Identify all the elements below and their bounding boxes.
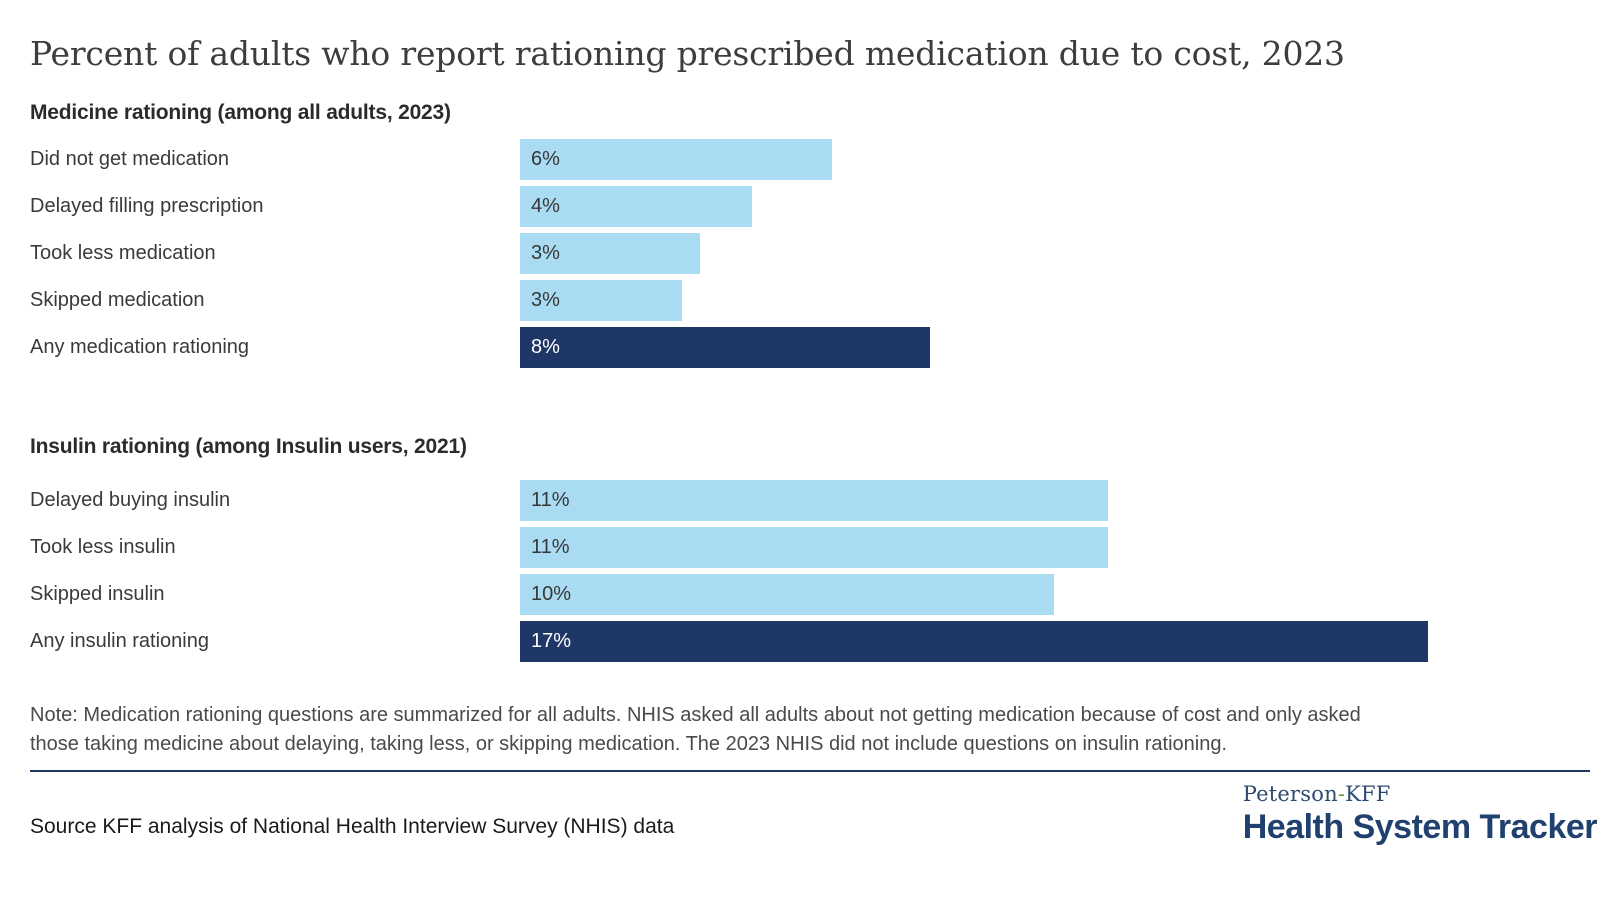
category-label: Took less insulin — [30, 536, 176, 558]
brand-logo: Peterson-KFF Health System Tracker — [1242, 782, 1598, 847]
bar-value-label: 3% — [531, 289, 560, 311]
chart-row: Delayed filling prescription 4% — [30, 186, 930, 227]
bar-light: 11% — [520, 527, 1108, 568]
note-line-2: those taking medicine about delaying, ta… — [30, 733, 1228, 755]
bar-light: 11% — [520, 480, 1108, 521]
category-label: Did not get medication — [30, 148, 230, 170]
chart-row: Took less insulin 11% — [30, 527, 1428, 568]
category-label: Skipped medication — [30, 289, 205, 311]
bar-value-label: 6% — [531, 148, 560, 170]
bar-dark: 8% — [520, 327, 930, 368]
bar-dark: 17% — [520, 621, 1428, 662]
chart-row: Skipped medication 3% — [30, 280, 930, 321]
bar-value-label: 17% — [531, 630, 572, 652]
chart-row: Skipped insulin 10% — [30, 574, 1428, 615]
logo-hyphen: - — [1337, 782, 1346, 806]
chart-row: Delayed buying insulin 11% — [30, 480, 1428, 521]
category-label: Took less medication — [30, 242, 216, 264]
source-text: Source KFF analysis of National Health I… — [30, 815, 675, 838]
chart-row: Took less medication 3% — [30, 233, 930, 274]
bar-light: 10% — [520, 574, 1054, 615]
bar-light: 3% — [520, 280, 682, 321]
section-header: Medicine rationing (among all adults, 20… — [30, 101, 451, 124]
chart-row: Any medication rationing 8% — [30, 327, 930, 368]
logo-kff-text: KFF — [1345, 782, 1391, 806]
category-label: Skipped insulin — [30, 583, 165, 605]
chart-title: Percent of adults who report rationing p… — [30, 34, 1345, 73]
bar-light: 6% — [520, 139, 832, 180]
bar-value-label: 11% — [531, 489, 570, 511]
chart-note: Note: Medication rationing questions are… — [30, 701, 1575, 759]
footer-divider — [30, 770, 1590, 772]
brand-logo-health-system-tracker: Health System Tracker — [1242, 808, 1598, 846]
brand-logo-peterson-kff: Peterson-KFF — [1243, 782, 1597, 806]
chart-section: Insulin rationing (among Insulin users, … — [30, 435, 1428, 668]
bar-light: 3% — [520, 233, 700, 274]
note-line-1: Note: Medication rationing questions are… — [30, 704, 1361, 726]
category-label: Any medication rationing — [30, 336, 250, 358]
category-label: Any insulin rationing — [30, 630, 209, 652]
logo-peterson-text: Peterson — [1242, 782, 1338, 806]
bar-value-label: 8% — [531, 336, 560, 358]
category-label: Delayed filling prescription — [30, 195, 264, 217]
category-label: Delayed buying insulin — [30, 489, 231, 511]
section-header: Insulin rationing (among Insulin users, … — [30, 435, 467, 458]
bar-light: 4% — [520, 186, 752, 227]
bar-value-label: 4% — [531, 195, 560, 217]
chart-row: Did not get medication 6% — [30, 139, 930, 180]
bar-value-label: 3% — [531, 242, 560, 264]
chart-section: Medicine rationing (among all adults, 20… — [30, 101, 930, 374]
bar-value-label: 11% — [531, 536, 570, 558]
chart-row: Any insulin rationing 17% — [30, 621, 1428, 662]
bar-value-label: 10% — [531, 583, 572, 605]
